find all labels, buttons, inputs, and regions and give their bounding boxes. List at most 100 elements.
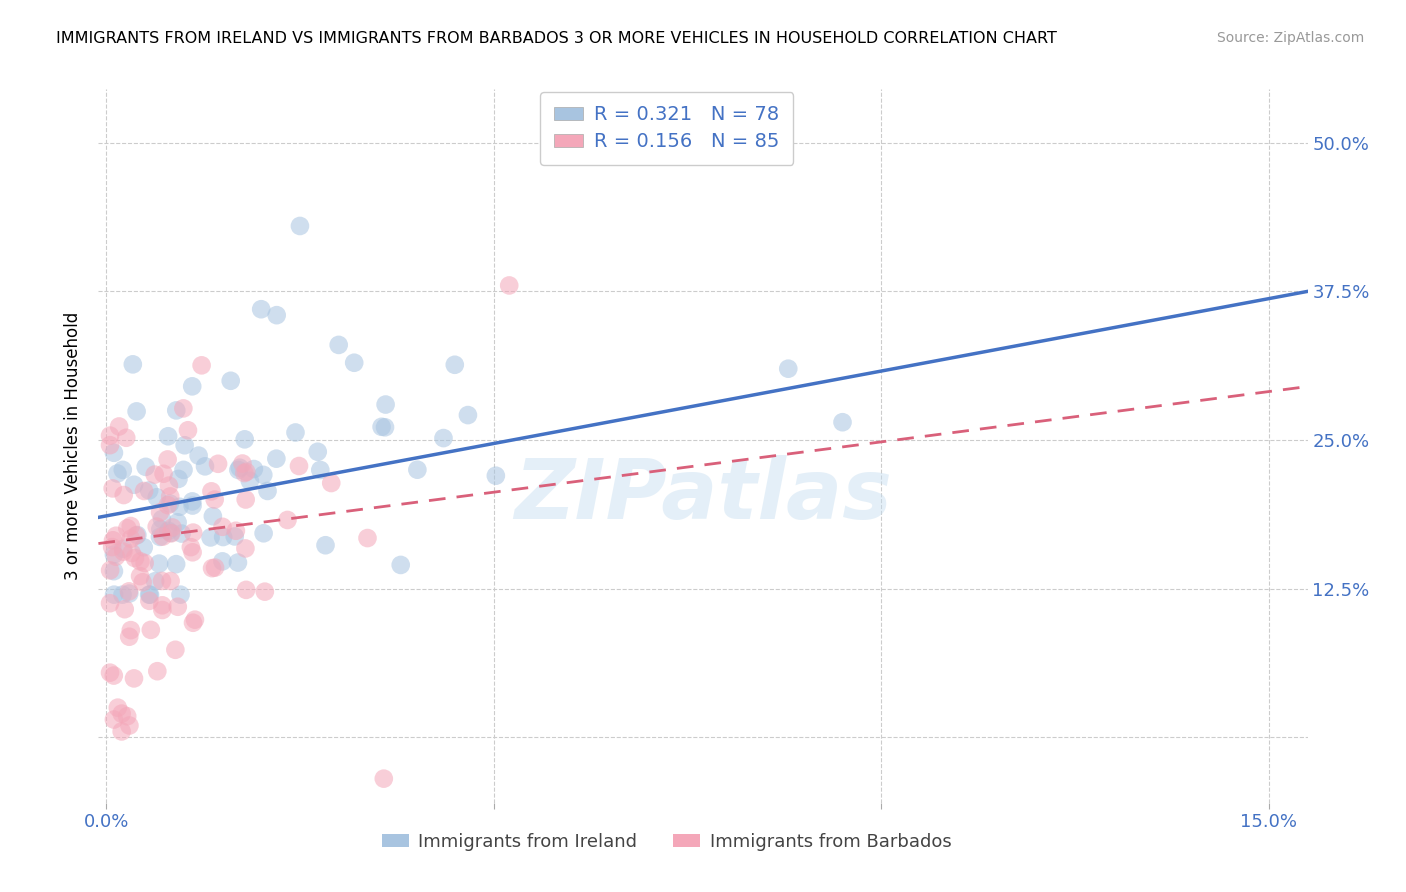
Point bbox=[406, 463, 429, 477]
Point bbox=[239, 474, 262, 488]
Point bbox=[276, 513, 298, 527]
Point bbox=[169, 588, 191, 602]
Point bbox=[152, 467, 174, 481]
Point bbox=[172, 401, 194, 416]
Point bbox=[111, 588, 134, 602]
Point bbox=[212, 530, 235, 544]
Point bbox=[169, 500, 191, 514]
Point bbox=[181, 494, 204, 508]
Point bbox=[778, 361, 800, 376]
Point bbox=[105, 529, 128, 543]
Point bbox=[148, 557, 170, 571]
Point bbox=[233, 433, 256, 447]
Point bbox=[101, 482, 124, 496]
Point bbox=[157, 478, 180, 492]
Point bbox=[180, 540, 202, 554]
Point bbox=[181, 379, 204, 393]
Point bbox=[373, 772, 395, 786]
Point bbox=[131, 575, 153, 590]
Point bbox=[184, 613, 207, 627]
Point bbox=[252, 526, 274, 541]
Point bbox=[159, 490, 181, 504]
Point bbox=[156, 498, 179, 512]
Point bbox=[498, 278, 520, 293]
Point bbox=[146, 490, 169, 504]
Point bbox=[159, 496, 181, 510]
Point bbox=[139, 588, 162, 602]
Point bbox=[200, 484, 222, 499]
Text: Source: ZipAtlas.com: Source: ZipAtlas.com bbox=[1216, 31, 1364, 45]
Point bbox=[138, 483, 160, 498]
Point bbox=[160, 526, 183, 541]
Point bbox=[162, 520, 184, 534]
Point bbox=[118, 586, 141, 600]
Point bbox=[124, 551, 146, 566]
Point bbox=[219, 374, 242, 388]
Point bbox=[166, 599, 188, 614]
Point bbox=[117, 521, 139, 535]
Point bbox=[173, 463, 195, 477]
Point bbox=[457, 408, 479, 422]
Point bbox=[170, 526, 193, 541]
Point bbox=[125, 528, 148, 542]
Point bbox=[485, 468, 508, 483]
Point bbox=[204, 492, 226, 507]
Point bbox=[121, 357, 143, 371]
Point bbox=[111, 706, 134, 721]
Point bbox=[200, 530, 222, 544]
Point bbox=[187, 449, 209, 463]
Point bbox=[150, 603, 173, 617]
Point bbox=[181, 499, 204, 513]
Point bbox=[143, 467, 166, 482]
Point bbox=[374, 420, 396, 434]
Point bbox=[104, 549, 127, 564]
Point bbox=[135, 459, 157, 474]
Point bbox=[103, 564, 125, 578]
Point bbox=[156, 452, 179, 467]
Point bbox=[165, 403, 187, 417]
Point bbox=[118, 718, 141, 732]
Point bbox=[194, 459, 217, 474]
Point bbox=[157, 429, 180, 443]
Point bbox=[201, 509, 224, 524]
Point bbox=[103, 588, 125, 602]
Point bbox=[443, 358, 465, 372]
Point bbox=[181, 545, 204, 559]
Point bbox=[118, 584, 141, 599]
Point bbox=[231, 457, 253, 471]
Point bbox=[228, 460, 250, 475]
Point bbox=[343, 356, 366, 370]
Point bbox=[190, 359, 212, 373]
Point bbox=[122, 477, 145, 491]
Text: IMMIGRANTS FROM IRELAND VS IMMIGRANTS FROM BARBADOS 3 OR MORE VEHICLES IN HOUSEH: IMMIGRANTS FROM IRELAND VS IMMIGRANTS FR… bbox=[56, 31, 1057, 46]
Point bbox=[201, 561, 224, 575]
Point bbox=[235, 541, 257, 556]
Point bbox=[211, 520, 233, 534]
Point bbox=[266, 308, 288, 322]
Point bbox=[235, 582, 257, 597]
Point bbox=[233, 466, 256, 480]
Point bbox=[103, 548, 125, 562]
Point bbox=[107, 467, 129, 481]
Point bbox=[328, 338, 350, 352]
Point bbox=[98, 438, 121, 452]
Point bbox=[129, 569, 152, 583]
Point bbox=[307, 444, 329, 458]
Point bbox=[235, 465, 257, 479]
Point bbox=[138, 594, 160, 608]
Point bbox=[120, 623, 142, 637]
Point bbox=[250, 302, 273, 317]
Point bbox=[132, 483, 155, 498]
Point bbox=[225, 524, 247, 538]
Point bbox=[315, 538, 337, 552]
Point bbox=[256, 483, 278, 498]
Point bbox=[370, 419, 392, 434]
Point bbox=[389, 558, 412, 572]
Point bbox=[107, 700, 129, 714]
Point bbox=[120, 519, 142, 533]
Point bbox=[98, 563, 121, 577]
Point bbox=[152, 530, 174, 544]
Point bbox=[120, 532, 142, 546]
Point bbox=[145, 519, 167, 533]
Point bbox=[115, 709, 138, 723]
